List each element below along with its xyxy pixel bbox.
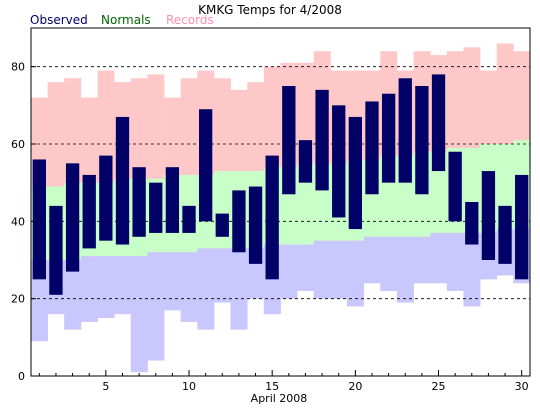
observed-range-bar [515,174,529,280]
observed-range-bar [248,186,263,264]
observed-range-bar [182,205,196,233]
observed-range-bar [115,116,130,245]
observed-range-bar [49,205,63,295]
record-low-range-bar [31,260,48,342]
y-tick-label: 0 [18,370,25,383]
record-low-range-bar [97,256,115,318]
y-tick-label: 40 [11,215,25,228]
plot-frame [30,27,531,377]
legend-normals: Normals [101,13,151,27]
observed-range-bar [332,105,346,218]
x-tick-label: 25 [432,380,446,393]
record-low-range-bar [297,244,315,291]
record-low-range-bar [213,248,231,303]
observed-range-bar [498,205,512,264]
observed-range-bar [315,89,329,191]
x-tick-label: 5 [102,380,109,393]
record-low-range-bar [230,248,248,330]
observed-range-bar [465,202,479,245]
record-low-range-bar [446,232,464,291]
observed-range-bar [282,86,296,195]
observed-range-bar [448,151,462,222]
observed-range-bar [165,167,180,233]
x-tick-label: 10 [182,380,196,393]
record-low-range-bar [80,256,98,322]
observed-range-bar [481,171,496,260]
observed-range-bar [298,140,313,183]
record-low-range-bar [413,236,431,284]
observed-range-bar [82,174,96,249]
y-tick-label: 20 [11,293,25,306]
x-tick-label: 30 [515,380,529,393]
record-low-range-bar [147,252,165,361]
observed-range-bar [365,101,379,195]
record-low-range-bar [347,240,364,307]
chart-title: KMKG Temps for 4/2008 [198,3,342,17]
record-low-range-bar [396,236,414,303]
observed-range-bar [32,159,46,280]
observed-range-bar [415,86,429,195]
y-tick-label: 80 [11,61,25,74]
plot-area [31,43,531,373]
observed-range-bar [348,116,363,230]
observed-range-bar [99,155,113,241]
record-low-range-bar [64,260,82,330]
legend-observed: Observed [30,13,88,27]
record-low-range-bar [363,236,381,284]
record-low-range-bar [164,252,181,311]
observed-range-bar [232,190,246,253]
legend-records: Records [166,13,214,27]
record-low-range-bar [313,240,331,299]
record-low-range-bar [430,232,448,284]
record-low-range-bar [114,256,132,315]
record-low-range-bar [380,236,398,291]
observed-range-bar [65,163,80,272]
normal-range-bar [430,151,448,233]
record-low-range-bar [463,232,481,307]
record-low-range-bar [180,252,198,322]
observed-range-bar [198,109,213,222]
record-low-range-bar [280,244,298,299]
record-low-range-bar [330,240,348,299]
observed-range-bar [132,167,146,237]
x-axis-label: April 2008 [251,392,308,405]
record-low-range-bar [130,256,148,373]
x-tick-label: 20 [348,380,362,393]
observed-range-bar [149,182,163,233]
observed-range-bar [215,213,229,237]
y-tick-label: 60 [11,138,25,151]
normal-range-bar [297,163,315,245]
observed-range-bar [431,74,446,172]
observed-range-bar [398,78,412,183]
x-tick-label: 15 [265,380,279,393]
observed-range-bar [265,155,279,280]
record-low-range-bar [197,248,215,330]
observed-range-bar [381,93,396,183]
